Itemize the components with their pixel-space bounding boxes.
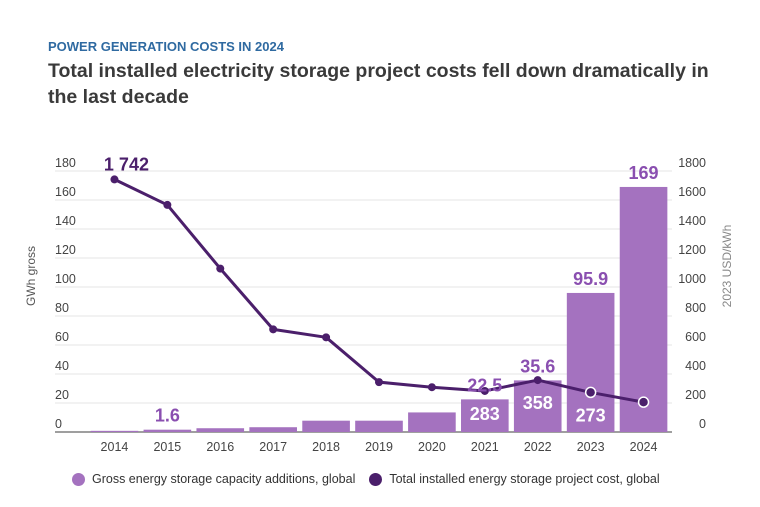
bar [408,412,456,432]
y-tick-left: 180 [55,156,76,170]
y-tick-right: 1400 [678,214,706,228]
bar [513,380,562,432]
bar [566,292,615,432]
x-tick: 2023 [577,440,605,454]
x-tick: 2021 [471,440,499,454]
bar [143,429,192,432]
line-value-label: 358 [523,393,553,413]
cost-point [163,200,172,209]
y-tick-right: 600 [685,330,706,344]
y-tick-right: 1200 [678,243,706,257]
legend-label-cost: Total installed energy storage project c… [389,472,660,486]
cost-line-path [113,178,644,404]
cost-point [375,378,383,387]
y-tick-right: 200 [685,388,706,402]
y-tick-left: 40 [55,359,69,373]
cost-point [533,376,542,385]
y-tick-left: 60 [55,330,69,344]
cost-point [427,383,436,392]
legend-label-capacity: Gross energy storage capacity additions,… [92,472,356,486]
y-tick-right: 1000 [678,272,706,286]
cost-point [584,386,597,399]
x-tick: 2018 [312,440,340,454]
bars [90,186,668,432]
cost-line [110,175,650,408]
y-tick-right: 400 [685,359,706,373]
x-tick: 2022 [524,440,552,454]
y-tick-left: 80 [55,301,69,315]
bar [461,399,509,432]
gridlines [55,170,672,433]
legend-swatch-line-icon [369,472,383,486]
bar [196,428,245,432]
y-tick-left: 160 [55,185,76,199]
x-tick: 2014 [101,440,129,454]
x-tick: 2015 [153,440,181,454]
bar-value-label: 22.5 [467,375,502,395]
y-tick-left: 0 [55,417,62,431]
line-value-label: 283 [470,404,500,424]
cost-point [269,325,278,334]
bar-value-label: 169 [629,163,659,183]
x-tick: 2024 [630,440,658,454]
chart-kicker: POWER GENERATION COSTS IN 2024 [48,39,284,54]
bar-value-label: 95.9 [573,269,608,289]
x-tick: 2019 [365,440,393,454]
y-tick-left: 100 [55,272,76,286]
bar [619,186,668,432]
y-tick-right: 0 [699,417,706,431]
y-tick-left: 120 [55,243,76,257]
y-tick-right: 800 [685,301,706,315]
legend-item-cost[interactable]: Total installed energy storage project c… [369,472,660,486]
x-tick: 2016 [206,440,234,454]
y-axis-left-title: GWh gross [24,246,38,306]
cost-point [216,264,225,273]
legend: Gross energy storage capacity additions,… [72,472,674,486]
line-value-label: 273 [576,405,606,425]
y-tick-left: 20 [55,388,69,402]
cost-point [322,333,331,342]
cost-point [110,175,119,184]
chart-title: Total installed electricity storage proj… [48,60,709,108]
bar [249,427,297,432]
x-tick: 2020 [418,440,446,454]
bar-value-label: 35.6 [520,356,555,376]
x-tick: 2017 [259,440,287,454]
line-value-label: 1 742 [104,154,149,174]
bar [355,420,403,432]
bar [302,420,350,432]
cost-point [637,396,650,408]
bar [90,430,139,432]
cost-point [480,386,489,395]
bar-value-label: 1.6 [155,406,180,426]
y-tick-right: 1800 [678,156,706,170]
data-labels: 1.6 22.5 35.6 95.9 169 1 742 283 358 273 [104,154,659,425]
legend-swatch-bar-icon [72,472,85,486]
y-tick-left: 140 [55,214,76,228]
legend-item-capacity[interactable]: Gross energy storage capacity additions,… [72,472,355,486]
ticks: 0204060801001201401601800200400600800100… [55,156,706,454]
y-tick-right: 1600 [678,185,706,199]
y-axis-right-title: 2023 USD/kWh [720,225,734,308]
